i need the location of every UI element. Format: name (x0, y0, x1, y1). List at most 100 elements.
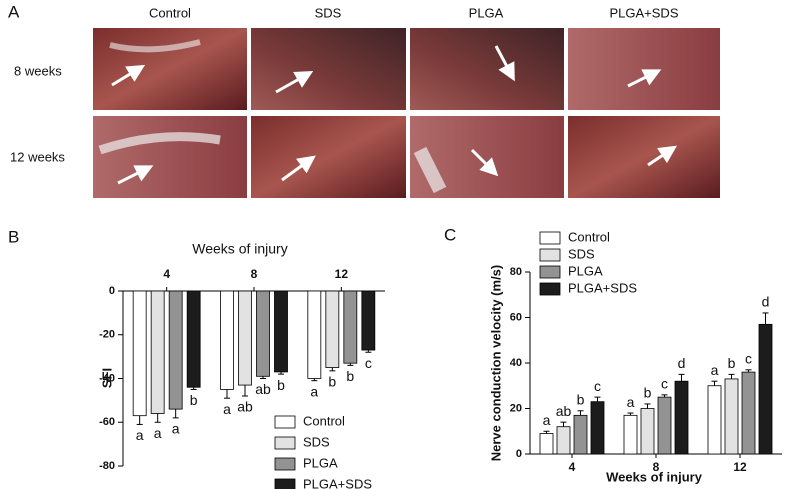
significance-letter: a (154, 425, 162, 441)
significance-letter: c (661, 376, 668, 392)
photo (251, 28, 406, 110)
arrow (647, 145, 677, 167)
bar (707, 385, 722, 455)
arrow (275, 71, 314, 94)
bar (573, 414, 588, 455)
panel-a: A Control SDS PLGA PLGA+SDS 8 weeks 12 w… (8, 2, 720, 198)
legend-swatch (539, 282, 561, 296)
legend-swatch (539, 265, 561, 279)
bar (132, 290, 147, 417)
y-tick-label: 40 (510, 357, 522, 369)
bar (220, 290, 234, 390)
legend-label: PLGA (303, 455, 338, 470)
arrow (470, 148, 499, 177)
bar (590, 401, 605, 455)
y-tick-label: 0 (516, 448, 522, 460)
significance-letter: b (328, 374, 336, 390)
x-tick-label: 12 (335, 267, 349, 281)
y-axis-label: SFI (99, 368, 114, 388)
significance-letter: d (762, 294, 770, 310)
row-label: 12 weeks (10, 149, 65, 164)
legend-swatch (539, 248, 561, 262)
photo (568, 28, 720, 110)
significance-letter: a (543, 412, 551, 428)
y-axis-label: Nerve conduction velocity (m/s) (488, 265, 503, 462)
significance-letter: b (346, 368, 354, 384)
y-tick-label: 60 (510, 311, 522, 323)
panel-label: A (8, 2, 20, 21)
bar (623, 414, 638, 455)
legend-label: Control (568, 229, 610, 244)
arrow (281, 155, 316, 182)
y-tick-label: -20 (99, 329, 115, 341)
legend-label: SDS (568, 246, 595, 261)
significance-letter: ab (556, 403, 572, 419)
column-heading: PLGA (469, 5, 504, 20)
bar (325, 290, 340, 368)
x-tick-label: 12 (733, 460, 747, 474)
photo (410, 28, 564, 110)
bar (741, 371, 756, 455)
bar (274, 290, 288, 373)
bar (758, 323, 773, 455)
significance-letter: d (678, 355, 686, 371)
column-heading: SDS (315, 5, 342, 20)
column-heading: Control (149, 5, 191, 20)
significance-letter: b (577, 391, 585, 407)
legend-swatch (274, 436, 296, 450)
legend-label: PLGA (568, 263, 603, 278)
y-tick-label: 80 (510, 266, 522, 278)
chart-title: Weeks of injury (192, 241, 287, 257)
photo (251, 116, 406, 198)
arrow (627, 69, 662, 88)
x-axis-label: Weeks of injury (606, 469, 703, 484)
significance-letter: b (277, 377, 285, 393)
bar (640, 408, 655, 455)
arrow (494, 45, 515, 82)
column-heading: PLGA+SDS (609, 5, 678, 20)
x-tick-label: 8 (251, 267, 258, 281)
legend-label: SDS (303, 434, 330, 449)
panel-label: C (444, 225, 456, 244)
bar (556, 426, 571, 455)
y-tick-label: 0 (109, 285, 115, 297)
significance-letter: b (644, 385, 652, 401)
bar (343, 290, 358, 364)
legend-swatch (274, 478, 296, 489)
bar (238, 290, 252, 386)
bar (150, 290, 165, 414)
bar (256, 290, 270, 377)
y-tick-label: -40 (99, 372, 115, 384)
significance-letter: c (594, 378, 601, 394)
arrow (111, 64, 146, 87)
legend-swatch (274, 415, 296, 429)
x-tick-label: 4 (569, 460, 576, 474)
x-tick-label: 8 (653, 460, 660, 474)
legend-label: Control (303, 413, 345, 428)
photo (93, 116, 247, 198)
panel-label: B (8, 227, 19, 246)
significance-letter: b (728, 355, 736, 371)
bar (186, 290, 201, 388)
photo (568, 116, 720, 198)
bar (307, 290, 322, 379)
significance-letter: a (310, 383, 318, 399)
significance-letter: c (365, 355, 372, 371)
significance-letter: a (711, 362, 719, 378)
bar (657, 396, 672, 455)
bar (361, 290, 376, 351)
legend-swatch (274, 457, 296, 471)
significance-letter: ab (255, 381, 271, 397)
x-tick-label: 4 (163, 267, 170, 281)
bar (168, 290, 183, 410)
significance-letter: c (745, 351, 752, 367)
significance-letter: a (172, 421, 180, 437)
significance-letter: a (627, 394, 635, 410)
row-label: 8 weeks (14, 63, 62, 78)
legend-swatch (539, 231, 561, 245)
significance-letter: a (223, 401, 231, 417)
significance-letter: a (136, 427, 144, 443)
legend-label: PLGA+SDS (303, 476, 372, 489)
arrow (117, 165, 154, 185)
